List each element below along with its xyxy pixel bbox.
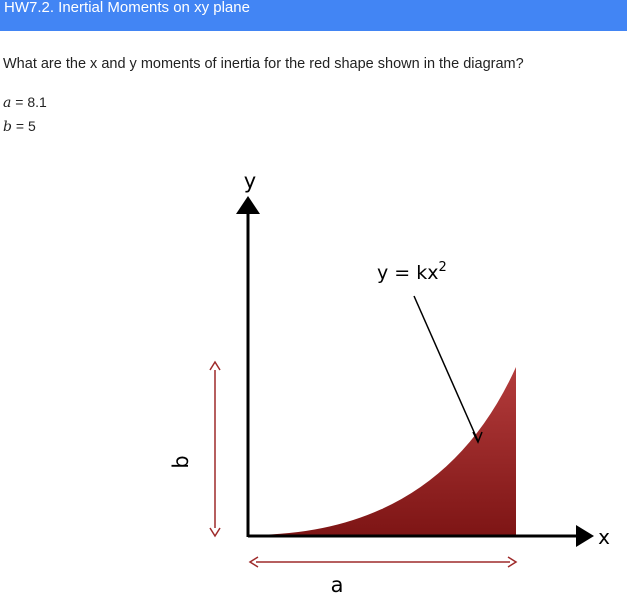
curve-pointer-arrowhead — [472, 431, 483, 444]
curve-equation-exponent: 2 — [439, 260, 447, 275]
given-a-value: 8.1 — [27, 94, 47, 110]
height-dimension-label: b — [169, 455, 193, 468]
height-dimension-bottom-arrowhead — [209, 527, 221, 538]
page-title: HW7.2. Inertial Moments on xy plane — [4, 0, 250, 16]
x-axis-label: x — [598, 525, 610, 549]
curve-equation-text: y = kx — [377, 262, 439, 284]
y-axis-label: y — [244, 169, 256, 193]
y-axis-arrowhead — [236, 196, 260, 214]
curve-equation-label: y = kx2 — [377, 260, 447, 284]
page-header: HW7.2. Inertial Moments on xy plane — [0, 0, 627, 31]
given-b: b = 5 — [3, 118, 36, 135]
given-b-value: 5 — [27, 118, 36, 134]
given-a: a = 8.1 — [3, 94, 47, 111]
width-dimension-right-arrowhead — [507, 556, 518, 568]
height-dimension-top-arrowhead — [209, 360, 221, 371]
given-a-variable: a — [3, 95, 12, 111]
given-a-equals: = — [15, 94, 24, 110]
given-b-variable: b — [3, 119, 12, 135]
given-b-equals: = — [15, 118, 25, 134]
red-shape — [250, 367, 516, 535]
x-axis-arrowhead — [576, 525, 594, 547]
width-dimension-left-arrowhead — [248, 556, 259, 568]
question-text: What are the x and y moments of inertia … — [3, 56, 524, 72]
width-dimension-label: a — [331, 573, 344, 597]
curve-pointer-line — [413, 295, 479, 442]
